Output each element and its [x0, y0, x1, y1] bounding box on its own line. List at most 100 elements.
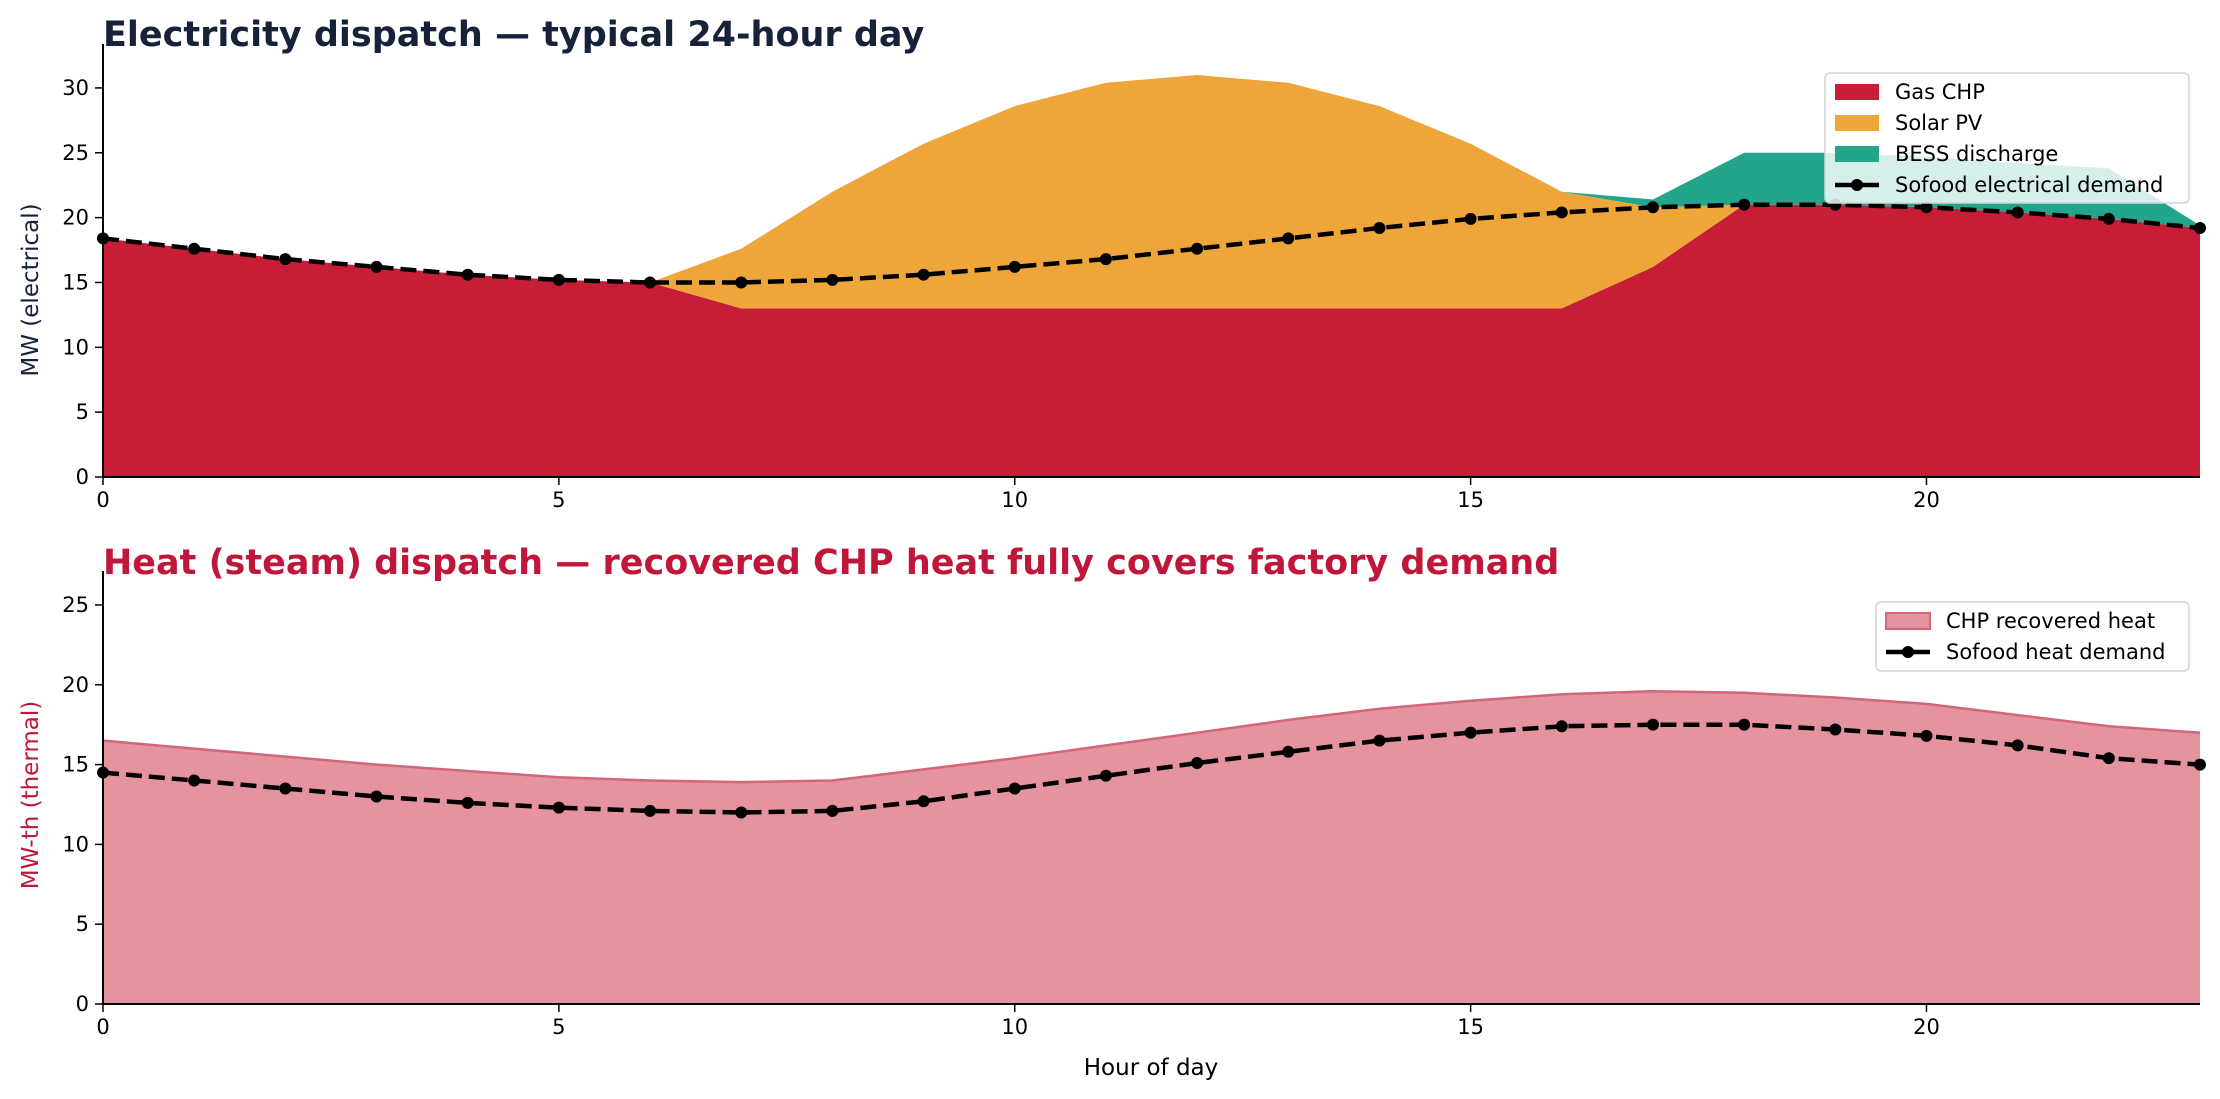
sofood-electrical-demand-point [1464, 212, 1477, 225]
y-tick-label: 25 [62, 141, 89, 165]
y-tick-label: 20 [62, 673, 89, 697]
sofood-heat-demand-point [279, 782, 292, 795]
y-tick-label: 15 [62, 753, 89, 777]
sofood-electrical-demand-point [1282, 232, 1295, 245]
sofood-electrical-demand-point [826, 273, 839, 286]
x-tick-label: 10 [1001, 1015, 1028, 1039]
sofood-heat-demand-legend-label: Sofood heat demand [1946, 640, 2166, 664]
axes: 0 5 10 15 20 0 5 10 15 20 25 [62, 571, 2200, 1039]
sofood-heat-demand-point [2011, 739, 2024, 752]
x-tick-label: 10 [1001, 488, 1028, 512]
sofood-heat-demand-point [1920, 729, 1933, 742]
sofood-electrical-demand-point [461, 268, 474, 281]
x-tick-label: 15 [1457, 1015, 1484, 1039]
sofood-electrical-demand-point [1099, 253, 1112, 266]
sofood-heat-demand-point [1738, 718, 1751, 731]
electricity-dispatch-chart: Electricity dispatch — typical 24-hour d… [18, 15, 2206, 512]
sofood-heat-demand-point [461, 796, 474, 809]
sofood-electrical-demand-point [188, 242, 201, 255]
solar-pv-area [103, 75, 2200, 309]
sofood-heat-demand-legend-marker [1902, 646, 1914, 658]
sofood-heat-demand-point [1555, 720, 1568, 733]
sofood-electrical-demand-point [1555, 206, 1568, 219]
bess-discharge-area [103, 75, 2200, 283]
chart-title: Heat (steam) dispatch — recovered CHP he… [103, 543, 1559, 583]
sofood-heat-demand-point [735, 806, 748, 819]
x-tick-label: 0 [96, 1015, 109, 1039]
legend-box [1875, 601, 2190, 672]
sofood-heat-demand-point [188, 774, 201, 787]
y-tick-label: 0 [76, 992, 89, 1016]
y-tick-label: 0 [76, 465, 89, 489]
sofood-electrical-demand-point [1008, 260, 1021, 273]
gas-chp-area [103, 204, 2200, 477]
sofood-electrical-demand-point [917, 268, 930, 281]
heat-dispatch-chart: Heat (steam) dispatch — recovered CHP he… [18, 543, 2206, 1081]
sofood-heat-demand-point [1464, 726, 1477, 739]
chp-recovered-heat-legend-label: CHP recovered heat [1946, 609, 2155, 633]
sofood-electrical-demand-point [2011, 206, 2024, 219]
x-tick-label: 5 [552, 1015, 565, 1039]
y-axis-label: MW-th (thermal) [18, 701, 44, 890]
chp-recovered-heat-area-edge [102, 689, 2201, 784]
gas-chp-legend-swatch [1835, 84, 1879, 100]
x-tick-label: 5 [552, 488, 565, 512]
y-tick-label: 20 [62, 206, 89, 230]
sofood-electrical-demand-point [1646, 201, 1659, 214]
bess-discharge-legend-label: BESS discharge [1895, 142, 2058, 166]
bess-discharge-legend-swatch [1835, 146, 1879, 162]
y-tick-label: 30 [62, 76, 89, 100]
y-tick-label: 5 [76, 912, 89, 936]
sofood-electrical-demand-point [370, 260, 383, 273]
sofood-electrical-demand-point [1738, 198, 1751, 211]
chp-recovered-heat-legend-swatch [1885, 612, 1931, 630]
sofood-heat-demand-point [552, 801, 565, 814]
sofood-electrical-demand-legend-label: Sofood electrical demand [1895, 173, 2163, 197]
sofood-heat-demand-point [1373, 734, 1386, 747]
x-tick-label: 20 [1913, 1015, 1940, 1039]
sofood-electrical-demand-line [102, 202, 2201, 285]
sofood-electrical-demand-legend-marker [1851, 179, 1863, 191]
sofood-electrical-demand-point [279, 253, 292, 266]
y-tick-label: 10 [62, 832, 89, 856]
chp-recovered-heat-area [103, 691, 2200, 1004]
sofood-electrical-demand-point [1920, 201, 1933, 214]
y-tick-label: 10 [62, 335, 89, 359]
sofood-heat-demand-point [644, 804, 657, 817]
sofood-heat-demand-point [2194, 758, 2206, 771]
sofood-heat-demand-point [826, 804, 839, 817]
x-tick-label: 15 [1457, 488, 1484, 512]
sofood-electrical-demand-point [2102, 212, 2115, 225]
y-tick-label: 25 [62, 593, 89, 617]
sofood-heat-demand-line [102, 722, 2201, 815]
legend: CHP recovered heat Sofood heat demand [1875, 601, 2190, 672]
sofood-electrical-demand-point [2194, 222, 2206, 234]
sofood-heat-demand-point [1191, 756, 1204, 769]
solar-pv-legend-swatch [1835, 115, 1879, 131]
y-tick-label: 5 [76, 400, 89, 424]
sofood-heat-demand-point [917, 795, 930, 808]
gas-chp-legend-label: Gas CHP [1895, 80, 1985, 104]
y-axis-label: MW (electrical) [18, 203, 44, 376]
sofood-heat-demand-point [1008, 782, 1021, 795]
solar-pv-legend-label: Solar PV [1895, 111, 1983, 135]
x-tick-label: 20 [1913, 488, 1940, 512]
sofood-heat-demand-point [1646, 718, 1659, 731]
sofood-electrical-demand-point [552, 273, 565, 286]
sofood-heat-demand-point [1282, 745, 1295, 758]
sofood-heat-demand-point [1099, 769, 1112, 782]
sofood-electrical-demand-point [735, 276, 748, 289]
x-tick-label: 0 [96, 488, 109, 512]
sofood-heat-demand-point [1829, 723, 1842, 736]
chart-title: Electricity dispatch — typical 24-hour d… [103, 15, 924, 55]
sofood-heat-demand-point [2102, 752, 2115, 765]
x-axis-label: Hour of day [1084, 1055, 1219, 1081]
legend-box [1824, 72, 2190, 204]
axes: 0 5 10 15 20 0 5 10 15 20 25 30 [62, 44, 2200, 512]
legend: Gas CHP Solar PV BESS discharge Sofood elec… [1824, 72, 2190, 204]
sofood-heat-demand-point [370, 790, 383, 803]
sofood-electrical-demand-point [1191, 242, 1204, 255]
y-tick-label: 15 [62, 270, 89, 294]
